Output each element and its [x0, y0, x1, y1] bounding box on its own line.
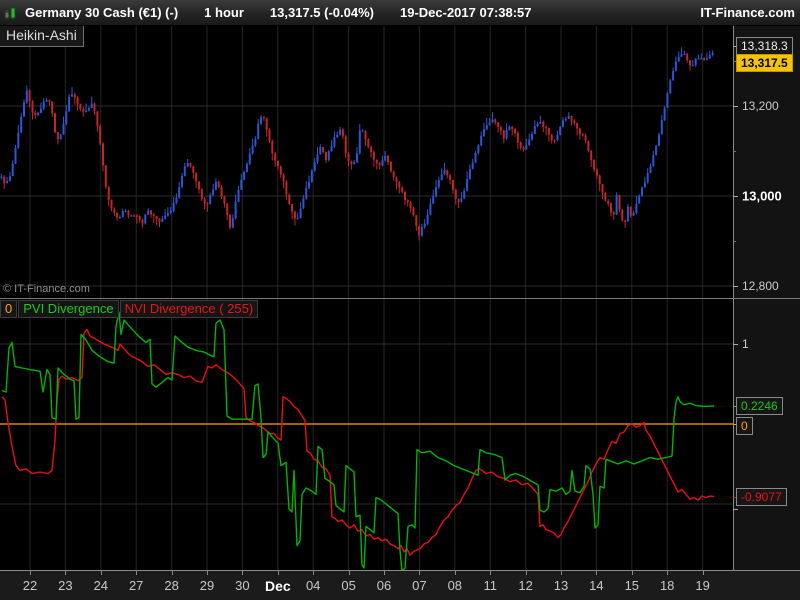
- time-axis-tick: [702, 571, 704, 575]
- last-price-box: 13,317.5: [736, 54, 793, 72]
- time-axis-tick: [348, 571, 350, 575]
- main-price-panel: Heikin-Ashi © IT-Finance.com 13,318.3 13…: [0, 26, 800, 298]
- time-axis-tick: [419, 571, 421, 575]
- time-axis-label: 29: [199, 578, 215, 593]
- time-axis-label: 18: [659, 578, 675, 593]
- time-axis-label: Dec: [264, 578, 291, 594]
- time-axis-tick: [525, 571, 527, 575]
- time-axis-tick: [30, 571, 31, 575]
- time-axis-label: 22: [22, 578, 38, 593]
- timeframe-label: 1 hour: [204, 5, 244, 20]
- time-axis-label: 11: [483, 578, 497, 593]
- time-axis-tick: [207, 571, 208, 575]
- title-bar: Germany 30 Cash (€1) (-) 1 hour 13,317.5…: [0, 0, 800, 26]
- quote-datetime: 19-Dec-2017 07:38:57: [399, 5, 532, 20]
- time-axis-label: 04: [305, 578, 321, 593]
- zero-value-box: 0: [736, 417, 753, 435]
- time-axis-label: 13: [553, 578, 569, 593]
- time-axis-label: 19: [695, 578, 710, 593]
- time-axis-label: 12: [518, 578, 533, 593]
- last-quote: 13,317.5 (-0.04%): [269, 5, 374, 20]
- time-axis-tick: [313, 571, 315, 575]
- time-axis-label: 15: [624, 578, 640, 593]
- time-axis-label: 27: [128, 578, 144, 593]
- indicator-axis[interactable]: 1 0.2246 0 -0.9077: [733, 299, 800, 571]
- time-axis-label: 05: [341, 578, 356, 593]
- instrument-name: Germany 30 Cash (€1) (-): [25, 5, 179, 20]
- time-axis-label: 30: [235, 578, 250, 593]
- nvi-divergence-chip[interactable]: NVI Divergence ( 255): [119, 300, 259, 318]
- divergence-indicator-chart-area[interactable]: [0, 299, 733, 570]
- price-axis[interactable]: 13,318.3 13,317.5 13,200 13,000 12,800: [733, 26, 800, 298]
- indicator-panel: 0 PVI Divergence NVI Divergence ( 255) 1…: [0, 298, 800, 571]
- pvi-divergence-chip[interactable]: PVI Divergence: [18, 300, 119, 318]
- time-axis-label: 07: [412, 578, 427, 593]
- time-axis-tick: [65, 571, 67, 575]
- session-high-price-box: 13,318.3: [736, 37, 793, 55]
- time-axis-tick: [490, 571, 492, 575]
- time-axis-label: 28: [164, 578, 179, 593]
- time-axis-label: 14: [589, 578, 604, 593]
- indicator-zero-chip[interactable]: 0: [0, 300, 18, 318]
- time-axis-label: 06: [376, 578, 392, 593]
- time-axis-label: 23: [58, 578, 73, 593]
- price-tick-13000: 13,000: [742, 188, 782, 204]
- time-axis-tick: [596, 571, 598, 575]
- time-axis-tick: [136, 571, 138, 575]
- time-axis[interactable]: 22 23 24 27 28 29 30 Dec 04 05 06 07 08 11 12 13 14 15 18 1…: [0, 570, 800, 600]
- price-tick-13200: 13,200: [742, 99, 779, 113]
- time-axis-tick: [454, 571, 456, 575]
- time-axis-tick: [171, 571, 173, 575]
- candlestick-chart-icon: [4, 5, 16, 20]
- candlestick-chart-area[interactable]: [0, 26, 733, 298]
- time-axis-tick: [277, 571, 279, 575]
- time-axis-label: 08: [447, 578, 463, 593]
- pvi-value-box: 0.2246: [736, 397, 783, 415]
- price-tick-12800: 12,800: [742, 279, 779, 293]
- time-axis-tick: [384, 571, 385, 575]
- brand-label: IT-Finance.com: [700, 5, 795, 20]
- chart-mode-label[interactable]: Heikin-Ashi: [0, 26, 84, 47]
- time-axis-tick: [100, 571, 102, 575]
- nvi-value-box: -0.9077: [736, 488, 787, 506]
- time-axis-tick: [561, 571, 562, 575]
- copyright-watermark: © IT-Finance.com: [3, 283, 90, 295]
- time-axis-tick: [242, 571, 244, 575]
- time-axis-tick: [667, 571, 669, 575]
- time-axis-label: 24: [93, 578, 109, 593]
- time-axis-tick: [631, 571, 633, 575]
- indicator-legend: 0 PVI Divergence NVI Divergence ( 255): [0, 300, 259, 318]
- indicator-tick-1: 1: [742, 337, 749, 351]
